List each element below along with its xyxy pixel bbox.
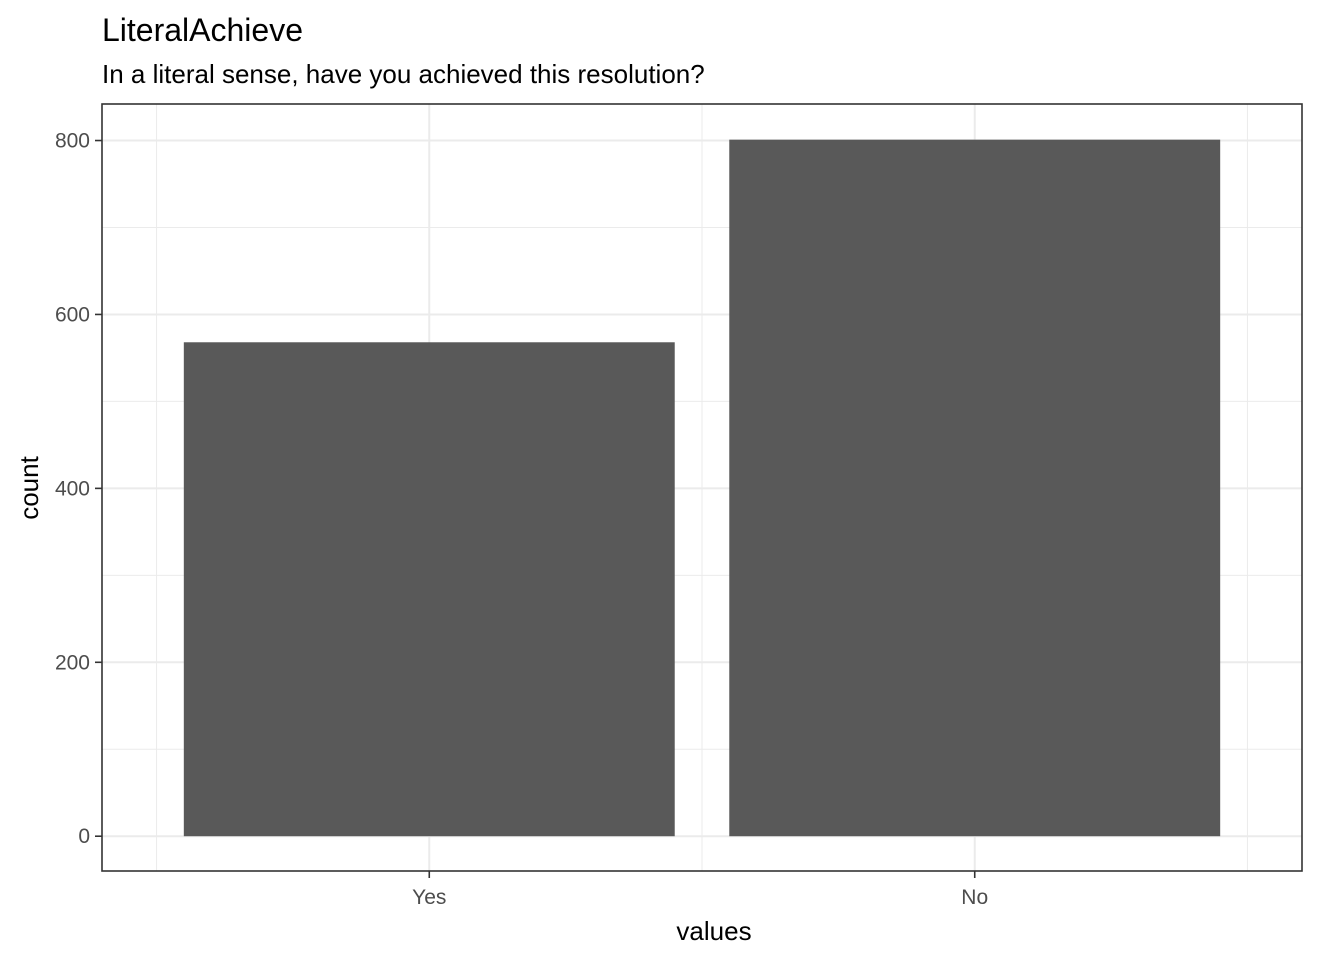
x-axis-title: values [676, 916, 751, 946]
bar-yes [183, 342, 675, 837]
bars [183, 139, 1221, 837]
panel-border [101, 103, 1303, 872]
y-tick-label: 400 [55, 477, 90, 500]
x-tick-label: No [961, 886, 988, 909]
bar-no [729, 139, 1221, 837]
y-axis: 0 200 400 600 800 [55, 130, 102, 848]
chart-title: LiteralAchieve [102, 12, 303, 48]
chart-subtitle: In a literal sense, have you achieved th… [102, 59, 705, 89]
y-tick-label: 200 [55, 651, 90, 674]
y-axis-title: count [14, 455, 44, 519]
x-axis: Yes No [412, 871, 988, 909]
x-tick-label: Yes [412, 886, 446, 909]
y-tick-label: 600 [55, 303, 90, 326]
y-tick-label: 800 [55, 130, 90, 153]
y-tick-label: 0 [78, 825, 90, 848]
